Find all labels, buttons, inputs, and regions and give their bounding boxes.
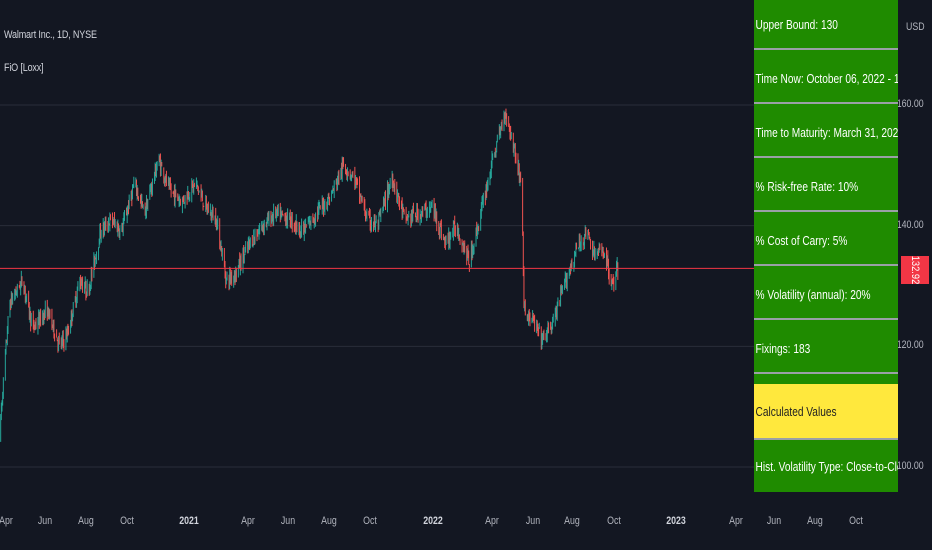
time-axis-label: Jun — [280, 515, 296, 527]
info-table-row-text: Calculated Values — [755, 403, 837, 419]
time-axis-label: Aug — [807, 515, 823, 527]
time-axis-label: Jun — [525, 515, 541, 527]
time-axis-label: Oct — [607, 515, 621, 527]
time-axis-label: Apr — [485, 515, 499, 527]
time-axis-label: Aug — [321, 515, 337, 527]
currency-label: USD — [906, 21, 925, 33]
info-table-row: Time Now: October 06, 2022 - 11:19:36 — [754, 54, 898, 104]
indicator-legend[interactable]: FiO [Loxx] — [4, 62, 44, 74]
time-axis-label: Apr — [241, 515, 255, 527]
time-axis-label: Aug — [564, 515, 580, 527]
info-table-row: Fixings: 183 — [754, 324, 898, 374]
time-axis-label: Jun — [766, 515, 782, 527]
info-table-row-text: Upper Bound: 130 — [755, 16, 838, 32]
info-table-row-text: Time Now: October 06, 2022 - 11:19:36 — [755, 70, 898, 86]
last-price-value: 132.92 — [909, 255, 921, 285]
last-price-badge: 132.92 — [901, 256, 929, 284]
time-axis-label: Oct — [120, 515, 134, 527]
info-table-row-text: % Cost of Carry: 5% — [755, 232, 848, 248]
time-axis-label: 2021 — [179, 515, 199, 527]
price-axis-label: 120.00 — [897, 339, 924, 352]
time-axis-label: Aug — [78, 515, 94, 527]
symbol-legend[interactable]: Walmart Inc., 1D, NYSE — [4, 29, 97, 41]
info-table-row: % Risk-free Rate: 10% — [754, 162, 898, 212]
info-table-row-text: % Volatility (annual): 20% — [755, 286, 871, 302]
info-table-row: Calculated Values — [754, 384, 898, 440]
info-table-row: Hist. Volatility Type: Close-to-Close — [754, 440, 898, 492]
time-axis-label: 2022 — [423, 515, 443, 527]
time-axis-label: Oct — [849, 515, 863, 527]
time-axis-label: 2023 — [666, 515, 686, 527]
info-table-row-text: Fixings: 183 — [755, 340, 811, 356]
time-axis-label: Apr — [0, 515, 13, 527]
price-axis-label: 160.00 — [897, 98, 924, 110]
info-table-row: % Volatility (annual): 20% — [754, 270, 898, 320]
time-axis-label: Oct — [363, 515, 377, 527]
price-axis-label: 100.00 — [897, 460, 924, 472]
info-table-row-text: Time to Maturity: March 31, 2023 - 13:00… — [755, 124, 898, 140]
info-table-row: Time to Maturity: March 31, 2023 - 13:00… — [754, 108, 898, 158]
info-table-row: Upper Bound: 130 — [754, 0, 898, 50]
indicator-info-table: Upper Bound: 130 Time Now: October 06, 20… — [754, 0, 898, 492]
price-axis-label: 140.00 — [897, 218, 924, 231]
info-table-row-text: Hist. Volatility Type: Close-to-Close — [755, 458, 898, 474]
time-axis-label: Apr — [729, 515, 743, 527]
info-table-row: % Cost of Carry: 5% — [754, 216, 898, 266]
time-axis-label: Jun — [37, 515, 53, 527]
info-table-row-text: % Risk-free Rate: 10% — [755, 178, 859, 194]
